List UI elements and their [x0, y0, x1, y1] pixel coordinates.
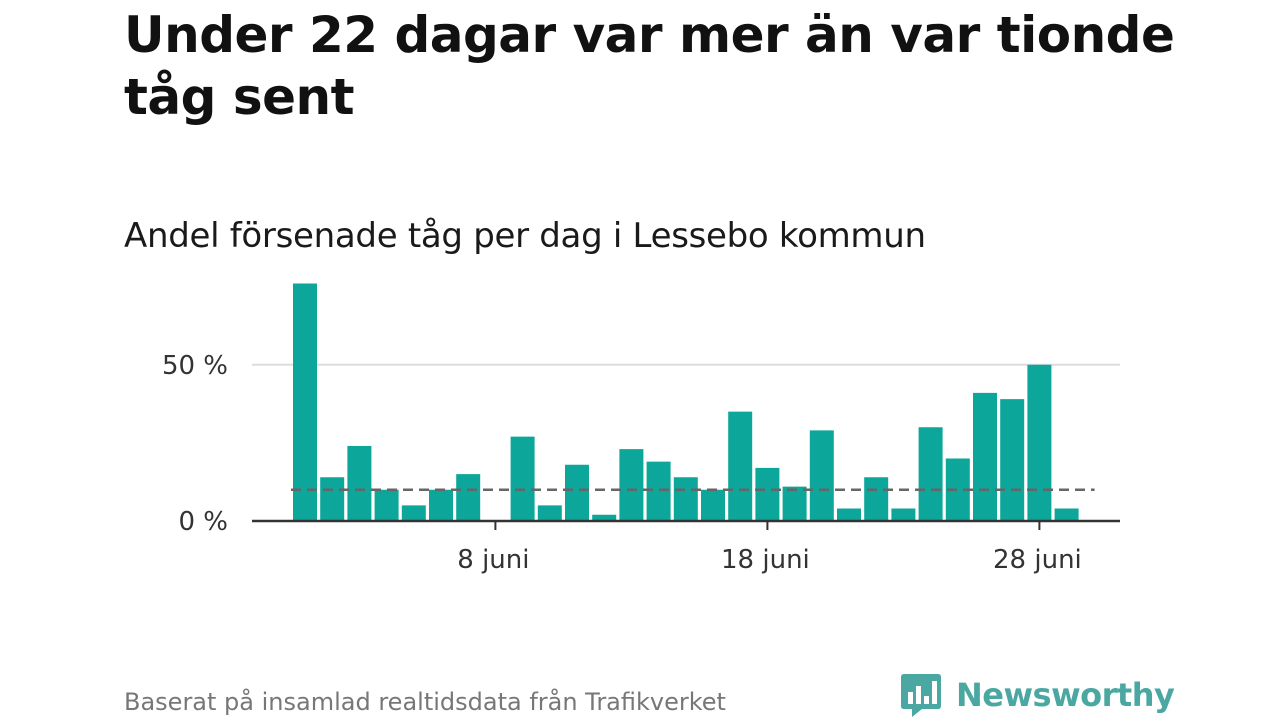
bar — [646, 461, 671, 521]
bar — [809, 430, 834, 521]
bar — [320, 477, 345, 521]
bar — [1000, 399, 1025, 521]
bar — [347, 446, 372, 521]
x-tick-label: 28 juni — [993, 545, 1082, 575]
bar — [728, 411, 753, 521]
bar — [973, 392, 997, 521]
x-tick-label: 18 juni — [721, 545, 810, 575]
x-tick-label: 8 juni — [457, 545, 529, 575]
y-tick-label: 50 % — [162, 351, 228, 381]
bar — [864, 477, 889, 521]
bar — [374, 489, 399, 521]
chart-subtitle: Andel försenade tåg per dag i Lessebo ko… — [124, 216, 926, 256]
bar — [782, 486, 807, 521]
bar — [537, 505, 562, 521]
chart-title: Under 22 dagar var mer än var tionde tåg… — [124, 6, 1175, 126]
bar-chart-speech-bubble-icon — [901, 674, 941, 717]
bar — [891, 508, 916, 521]
bar — [1054, 508, 1079, 521]
bar — [1027, 364, 1052, 521]
bar — [755, 467, 780, 521]
bar — [401, 505, 426, 521]
bar — [293, 283, 317, 521]
bar — [456, 474, 481, 521]
bar — [510, 436, 535, 521]
bar — [592, 514, 617, 521]
brand-name: Newsworthy — [956, 676, 1175, 714]
bar — [619, 449, 644, 521]
brand-logo: Newsworthy — [900, 670, 1175, 720]
bar — [701, 489, 725, 521]
bar — [565, 464, 589, 521]
bar — [918, 427, 943, 521]
bar — [673, 477, 698, 521]
bar — [429, 489, 453, 521]
source-note: Baserat på insamlad realtidsdata från Tr… — [124, 688, 726, 716]
y-tick-label: 0 % — [178, 507, 228, 537]
bar — [837, 508, 861, 521]
